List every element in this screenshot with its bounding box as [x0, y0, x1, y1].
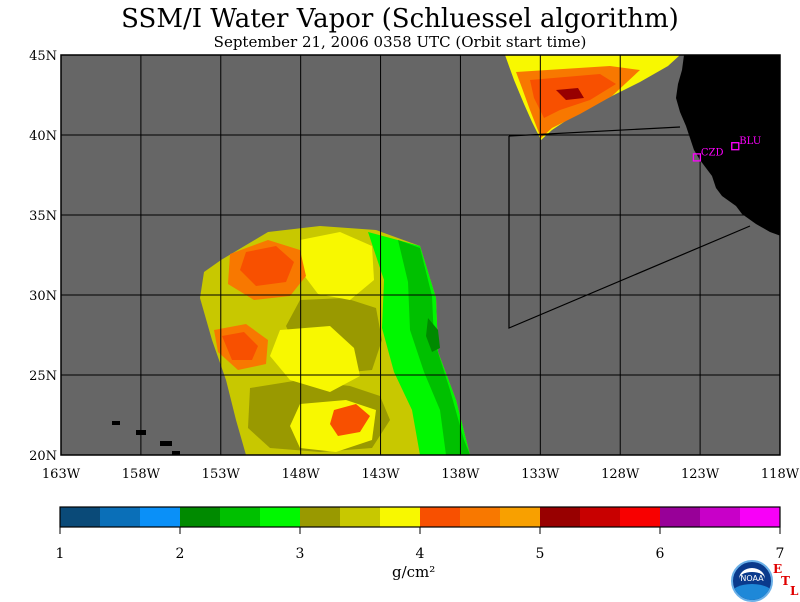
swath-central-red-orange-north [240, 246, 294, 286]
lon-label-118w: 118W [761, 467, 800, 482]
etl-letter-e: E [773, 562, 783, 576]
lat-label-25n: 25N [29, 369, 57, 384]
plot-content [112, 55, 780, 455]
colorbar-swatch-7 [300, 507, 341, 527]
lon-label-153w: 153W [202, 467, 241, 482]
swath-central-yellow-north [300, 232, 374, 300]
island-hawaii [172, 451, 180, 455]
colorbar-swatch-16 [660, 507, 701, 527]
colorbar-swatch-8 [340, 507, 381, 527]
swath-north-darkred [556, 88, 584, 100]
domain-boundary-top-line [508, 126, 681, 137]
plot-frame [60, 54, 781, 456]
lon-label-133w: 133W [521, 467, 560, 482]
colorbar-swatch-13 [540, 507, 581, 527]
lat-label-35n: 35N [29, 209, 57, 224]
lon-label-148w: 148W [282, 467, 321, 482]
colorbar-swatch-4 [180, 507, 221, 527]
lat-label-30n: 30N [29, 289, 57, 304]
colorbar-swatch-9 [380, 507, 421, 527]
colorbar-tick-label-4: 4 [416, 546, 425, 562]
colorbar-swatch-18 [740, 507, 781, 527]
lon-label-128w: 128W [601, 467, 640, 482]
island-kauai [112, 421, 120, 425]
colorbar-tick-label-3: 3 [296, 546, 305, 562]
swath-central-red-orange-west [222, 332, 258, 360]
swath-central-green-dark [426, 318, 440, 352]
lat-label-20n: 20N [29, 449, 57, 464]
colorbar-swatch-2 [100, 507, 141, 527]
colorbar-tick-label-7: 7 [776, 546, 785, 562]
noaa-logo-icon: NOAA [731, 560, 773, 602]
logo-bird-icon [739, 568, 765, 590]
colorbar-swatch-5 [220, 507, 261, 527]
colorbar-swatch-17 [700, 507, 741, 527]
colorbar-swatch-6 [260, 507, 301, 527]
colorbar-swatch-11 [460, 507, 501, 527]
logo-wave-icon [733, 584, 771, 600]
land-north-america [676, 55, 780, 236]
etl-letter-l: L [790, 584, 799, 598]
lat-label-40n: 40N [29, 129, 57, 144]
colorbar-swatch-1 [60, 507, 101, 527]
station-marker-blu [731, 142, 740, 151]
island-maui [160, 441, 172, 446]
colorbar-unit-label: g/cm² [392, 563, 436, 581]
colorbar-swatch-15 [620, 507, 661, 527]
colorbar-swatch-14 [580, 507, 621, 527]
lon-label-158w: 158W [122, 467, 161, 482]
lat-label-45n: 45N [29, 49, 57, 64]
lon-label-138w: 138W [441, 467, 480, 482]
colorbar-tick-label-2: 2 [176, 546, 185, 562]
colorbar-tick-label-6: 6 [656, 546, 665, 562]
station-label-czd: CZD [701, 147, 724, 158]
etl-letter-t: T [781, 574, 790, 588]
logo-agency-text: NOAA [740, 574, 764, 583]
station-marker-czd [692, 153, 702, 162]
colorbar-swatch-12 [500, 507, 541, 527]
lon-label-123w: 123W [681, 467, 720, 482]
map-subtitle: September 21, 2006 0358 UTC (Orbit start… [213, 33, 587, 51]
lon-label-163w: 163W [42, 467, 81, 482]
colorbar-tick-label-1: 1 [56, 546, 65, 562]
colorbar-swatch-10 [420, 507, 461, 527]
colorbar-swatch-3 [140, 507, 181, 527]
domain-boundary-line [508, 136, 751, 329]
swath-central-red-orange-south [330, 404, 370, 436]
lon-label-143w: 143W [361, 467, 400, 482]
station-label-blu: BLU [739, 136, 761, 147]
colorbar-tick-label-5: 5 [536, 546, 545, 562]
map-title: SSM/I Water Vapor (Schluessel algorithm) [121, 4, 679, 34]
